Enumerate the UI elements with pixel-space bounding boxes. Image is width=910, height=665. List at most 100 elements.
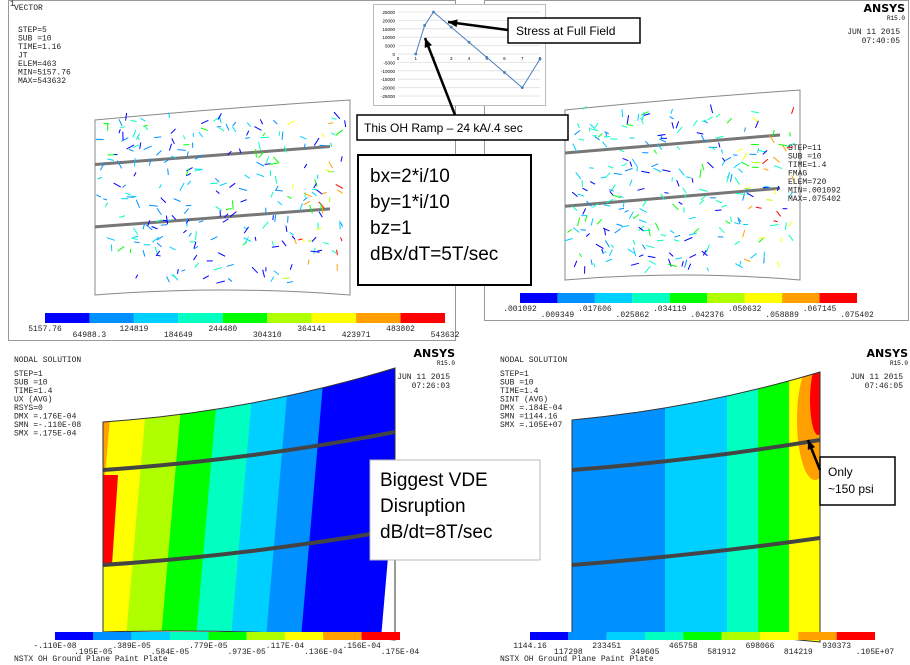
vector-arrow: [322, 134, 324, 138]
colorbar-swatch: [520, 293, 557, 303]
vector-arrow: [662, 170, 670, 172]
vector-arrow: [694, 228, 699, 233]
contour-plate: [55, 360, 405, 650]
vector-arrow: [675, 258, 682, 260]
vector-arrow: [614, 173, 622, 174]
colorbar-label: .034119: [653, 305, 687, 314]
plot-time: 07:26:03: [412, 382, 451, 391]
vector-arrow: [215, 178, 219, 182]
vector-arrow: [133, 130, 136, 137]
vector-arrow: [725, 221, 730, 224]
contour-band: [727, 360, 759, 650]
colorbar-label: 5157.76: [28, 325, 62, 334]
colorbar-swatch: [356, 313, 400, 323]
callout-text: This OH Ramp – 24 kA/.4 sec: [364, 121, 523, 135]
vector-arrow: [721, 149, 722, 153]
colorbar-label: -.110E-08: [33, 642, 76, 651]
vector-arrow: [654, 150, 656, 154]
ansys-version: R15.0: [437, 360, 455, 367]
vector-arrow: [649, 228, 651, 236]
note-line: dBx/dT=5T/sec: [370, 244, 498, 265]
vector-arrow: [685, 260, 687, 268]
vector-arrow: [677, 146, 680, 149]
vector-arrow: [157, 208, 161, 214]
vector-arrow: [282, 241, 286, 246]
vector-arrow: [702, 164, 704, 170]
vector-arrow: [606, 259, 612, 261]
vector-arrow: [134, 158, 135, 166]
vector-arrow: [789, 235, 793, 241]
vector-arrow: [573, 228, 579, 233]
vector-arrow: [579, 139, 584, 140]
colorbar-label: .067145: [803, 305, 837, 314]
vector-arrow: [161, 225, 167, 226]
vector-arrow: [275, 215, 276, 222]
vector-arrow: [273, 215, 274, 220]
vector-arrow: [699, 189, 707, 191]
vector-arrow: [740, 261, 741, 266]
vector-arrow: [345, 120, 346, 127]
vector-arrow: [596, 244, 604, 248]
vector-arrow: [195, 170, 201, 172]
vector-arrow: [273, 157, 279, 164]
vector-arrow: [689, 254, 695, 257]
colorbar-label: 465758: [669, 642, 698, 651]
vector-arrow: [292, 236, 295, 239]
colorbar-swatch: [557, 293, 594, 303]
callout-text: Stress at Full Field: [516, 24, 615, 38]
vector-arrow: [611, 185, 615, 191]
note-line: bx=2*i/10: [370, 166, 450, 187]
vector-arrow: [282, 278, 290, 279]
vector-arrow: [774, 166, 782, 169]
vector-arrow: [287, 196, 291, 198]
colorbar-label: 698066: [746, 642, 775, 651]
note-line: by=1*i/10: [370, 192, 450, 213]
plot-time: 07:46:05: [865, 382, 904, 391]
colorbar-swatch: [707, 293, 744, 303]
vector-arrow: [132, 196, 137, 197]
vector-arrow: [336, 184, 343, 188]
plot-date: JUN 11 2015: [847, 28, 900, 37]
vector-arrow: [625, 210, 629, 212]
inset-point: [485, 56, 488, 59]
plot-date: JUN 11 2015: [850, 373, 903, 382]
vector-arrow: [630, 162, 632, 167]
inset-y-label: 10000: [382, 35, 395, 40]
colorbar-label: 364141: [297, 325, 326, 334]
vector-arrow: [120, 127, 125, 128]
colorbar-swatch: [178, 313, 222, 323]
plate-slot: [95, 147, 330, 165]
vector-arrow: [629, 211, 633, 218]
inset-point: [432, 11, 435, 14]
vector-arrow: [783, 145, 787, 151]
vector-arrow: [203, 276, 209, 279]
vector-arrow: [105, 203, 108, 207]
vector-arrow: [312, 192, 317, 196]
vector-arrow: [597, 219, 602, 224]
vector-arrow: [649, 261, 656, 265]
vector-arrow: [272, 241, 274, 245]
vector-arrow: [308, 240, 312, 242]
vector-arrow: [706, 245, 709, 253]
vector-arrow: [245, 138, 249, 139]
vector-arrow: [146, 225, 152, 230]
vector-arrow: [627, 115, 628, 124]
colorbar-label: 483802: [386, 325, 415, 334]
vector-arrow: [227, 264, 234, 266]
vector-arrow: [743, 230, 745, 238]
colorbar-label: .175E-04: [381, 648, 420, 657]
vector-arrow: [639, 220, 646, 223]
vector-arrow: [759, 151, 766, 152]
vector-arrow: [716, 200, 722, 203]
vector-arrow: [637, 188, 644, 190]
vector-arrow: [136, 200, 139, 208]
colorbar-swatch: [170, 632, 208, 640]
vector-arrow: [676, 121, 679, 128]
colorbar-label: .156E-04: [342, 642, 381, 651]
vector-arrow: [129, 149, 134, 151]
vector-arrow: [273, 120, 277, 124]
colorbar-swatch: [568, 632, 606, 640]
note-line: dB/dt=8T/sec: [380, 522, 492, 543]
vector-arrow: [172, 138, 175, 143]
vector-arrow: [172, 215, 176, 219]
